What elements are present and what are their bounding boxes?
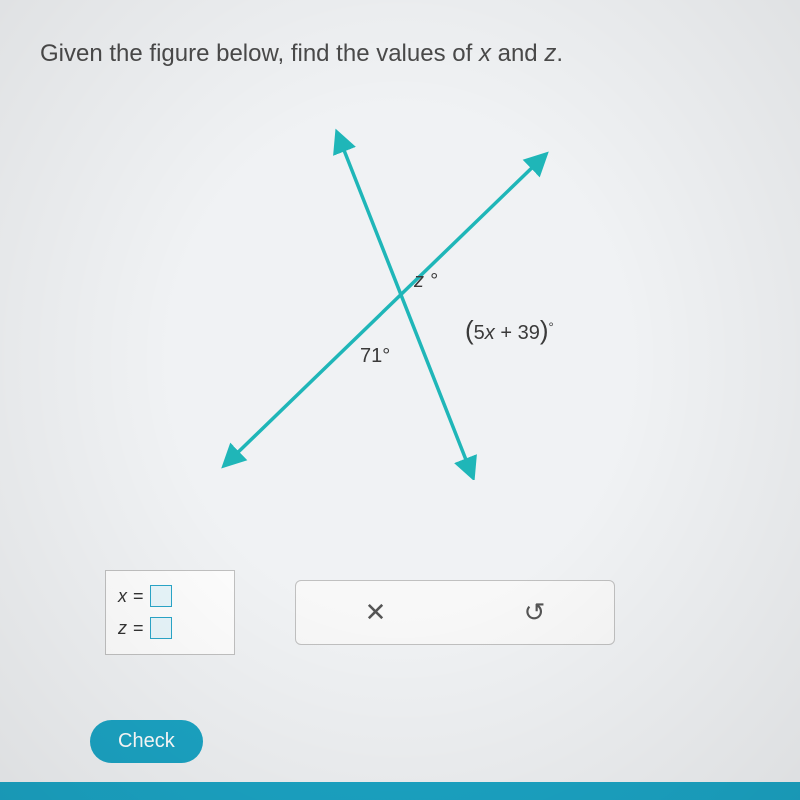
figure-line-1: [230, 160, 540, 460]
check-button[interactable]: Check: [90, 720, 203, 763]
clear-icon: ✕: [365, 597, 387, 627]
label-z: z °: [414, 270, 438, 293]
clear-button[interactable]: ✕: [346, 597, 406, 628]
answer-z-input[interactable]: [150, 617, 172, 639]
label-71: 71°: [360, 345, 390, 368]
answer-x-label: x: [118, 586, 127, 607]
answer-panel: x = z =: [105, 570, 235, 655]
utility-toolbar: ✕ ↺: [295, 580, 615, 645]
label-expression: (5x + 39)°: [465, 315, 554, 346]
figure-line-2: [340, 140, 470, 470]
geometry-figure: z ° (5x + 39)° 71°: [170, 120, 590, 480]
answer-row-x: x =: [118, 585, 222, 607]
undo-icon: ↺: [524, 597, 546, 627]
question-prompt: Given the figure below, find the values …: [40, 40, 563, 68]
answer-row-z: z =: [118, 617, 222, 639]
prompt-var-x: x: [479, 40, 491, 67]
answer-x-input[interactable]: [150, 585, 172, 607]
check-label: Check: [118, 730, 175, 752]
prompt-text: Given the figure below, find the values …: [40, 40, 479, 67]
answer-z-label: z: [118, 618, 127, 639]
undo-button[interactable]: ↺: [505, 597, 565, 628]
footer-bar: [0, 782, 800, 800]
prompt-var-z: z: [544, 40, 556, 67]
